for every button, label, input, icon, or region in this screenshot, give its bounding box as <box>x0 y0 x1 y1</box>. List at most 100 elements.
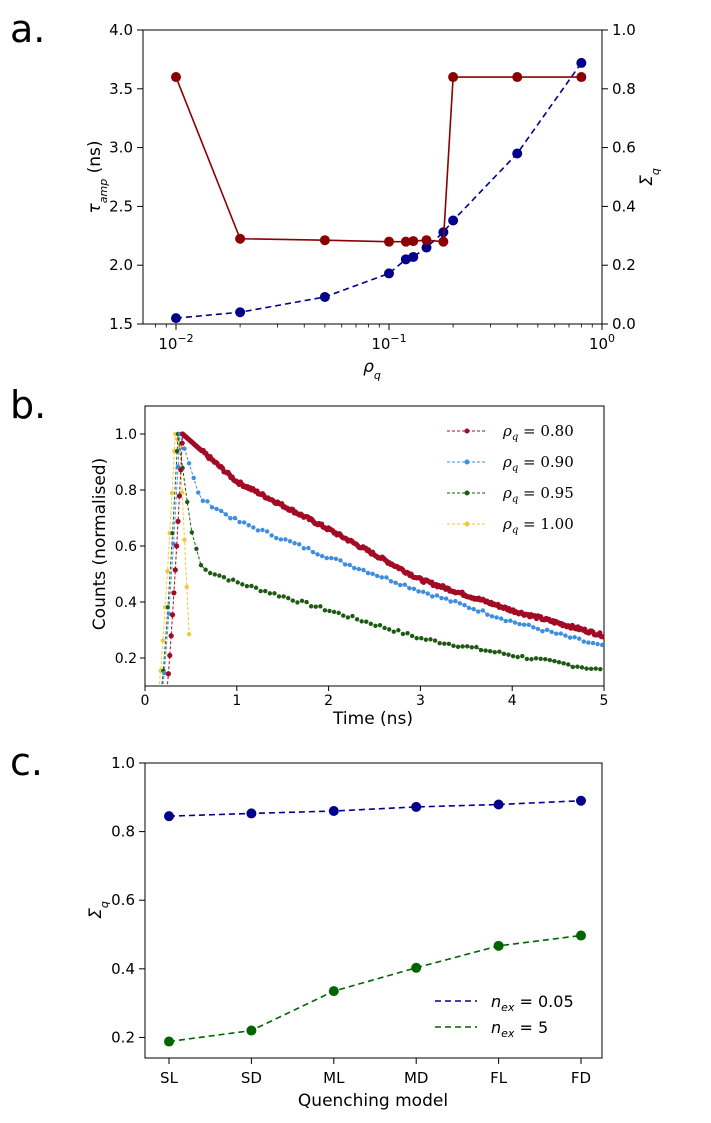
panel-c-xtick-label: MD <box>404 1069 429 1087</box>
panel-b-point-0.95 <box>423 637 429 642</box>
panel-c-point-1 <box>411 962 422 973</box>
panel-b-point-0.90 <box>283 537 288 542</box>
panel-b-point-0.90 <box>361 567 366 573</box>
panel-b-point-0.90 <box>590 640 596 646</box>
panel-b-point-0.95 <box>276 594 282 599</box>
panel-a-point-tau_amp <box>383 268 394 279</box>
panel-b-point-0.90 <box>407 585 412 591</box>
panel-b-point-0.90 <box>162 670 167 676</box>
legend-equals: = 0.95 <box>518 484 574 502</box>
panel-b-point-0.80 <box>601 633 604 640</box>
legend-subscript: ex <box>501 1027 515 1040</box>
panel-b-point-1.00 <box>154 712 158 716</box>
panel-b-series-line-0.95 <box>161 433 601 686</box>
panel-b-point-0.95 <box>386 627 392 632</box>
panel-b-legend-label-1.00: ρq = 1.00 <box>502 515 574 536</box>
legend-symbol: n <box>491 992 501 1011</box>
panel-b-point-0.80 <box>176 493 183 499</box>
panel-b-point-0.95 <box>350 613 355 619</box>
panel-b-point-0.90 <box>264 529 270 534</box>
panel-b-xtick-label: 5 <box>600 693 609 709</box>
panel-a-frame <box>142 29 603 325</box>
panel-b-ytick-label: 0.6 <box>115 539 137 555</box>
panel-a-point-tau_amp <box>576 57 587 68</box>
panel-c-legend-label-1: nex = 5 <box>491 1018 548 1040</box>
panel-b-point-0.80 <box>178 467 184 473</box>
panel-a-xtick-label: 100 <box>589 332 615 353</box>
panel-c-xtick-label: ML <box>323 1069 345 1087</box>
panel-b-point-0.95 <box>304 599 309 605</box>
panel-b-point-0.90 <box>306 545 311 551</box>
panel-b-point-0.95 <box>313 604 318 609</box>
panel-b-point-0.90 <box>356 566 362 572</box>
panel-b-point-0.95 <box>327 608 332 614</box>
panel-b-point-0.90 <box>508 618 513 623</box>
panel-b-point-0.80 <box>163 702 168 707</box>
panel-b-point-0.90 <box>544 627 550 633</box>
panel-c-point-0 <box>328 806 339 817</box>
panel-b-point-0.90 <box>434 593 440 598</box>
panel-a-yleft-tick-label: 2.5 <box>109 197 133 215</box>
panel-b-point-0.80 <box>164 688 169 693</box>
panel-b-legend-label-0.90: ρq = 0.90 <box>502 453 574 474</box>
panel-a-point-sigma_q <box>400 236 411 247</box>
panel-b-point-0.95 <box>492 650 497 655</box>
tick-exponent: 0 <box>608 332 615 345</box>
panel-b-point-0.95 <box>364 619 369 624</box>
panel-b-point-0.90 <box>205 499 210 504</box>
panel-b-point-0.80 <box>162 711 167 716</box>
panel-b-point-0.90 <box>485 612 490 617</box>
panel-b-ytick-label: 0.2 <box>115 651 137 667</box>
panel-b-point-0.90 <box>572 634 577 640</box>
panel-b-point-0.95 <box>437 640 442 646</box>
panel-b-legend-marker-1.00 <box>464 521 470 527</box>
panel-c-point-0 <box>411 801 422 812</box>
panel-b-point-0.95 <box>157 712 161 716</box>
panel-b-point-0.80 <box>165 671 172 677</box>
panel-a-point-tau_amp <box>421 242 432 253</box>
panel-a-yright-tick-label: 0.8 <box>612 80 636 98</box>
panel-b-point-0.95 <box>235 580 240 585</box>
panel-b-point-0.95 <box>258 588 263 594</box>
panel-b-point-0.90 <box>379 575 385 580</box>
panel-c-point-0 <box>576 795 586 806</box>
panel-b-point-0.90 <box>471 606 476 612</box>
panel-b-point-0.95 <box>263 588 268 594</box>
panel-b-point-0.95 <box>336 610 341 616</box>
panel-c-xlabel: Quenching model <box>298 1091 448 1111</box>
panel-b-point-0.95 <box>226 578 231 583</box>
panel-c-point-1 <box>576 930 586 941</box>
panel-b-point-0.95 <box>396 628 401 633</box>
panel-b-point-0.95 <box>295 600 300 605</box>
panel-a-ylabel-left: τamp (ns) <box>85 140 110 213</box>
panel-b-point-0.95 <box>497 649 502 654</box>
panel-b-point-0.95 <box>240 582 245 587</box>
panel-b-point-0.90 <box>430 594 435 599</box>
panel-b-point-0.90 <box>411 586 417 591</box>
panel-b-point-0.90 <box>517 621 522 627</box>
tick-base: 10 <box>371 335 390 353</box>
panel-b-point-1.00 <box>184 584 189 590</box>
panel-b-point-0.90 <box>338 558 343 563</box>
panel-b-point-0.90 <box>352 565 357 571</box>
panel-b-point-0.95 <box>244 584 250 589</box>
panel-b-point-0.95 <box>487 648 493 654</box>
panel-b-point-0.95 <box>575 664 580 669</box>
panel-b-point-0.90 <box>347 562 352 568</box>
panel-b-point-0.95 <box>217 573 222 578</box>
panel-a-point-sigma_q <box>383 236 394 247</box>
panel-b-point-0.95 <box>174 449 180 454</box>
panel-b-point-1.00 <box>160 638 166 643</box>
panel-b-point-0.95 <box>290 598 295 603</box>
panel-b-point-0.95 <box>308 604 314 609</box>
panel-b-point-1.00 <box>186 632 192 637</box>
panel-b-legend-label-0.80: ρq = 0.80 <box>502 422 574 443</box>
panel-b-point-0.95 <box>281 594 286 599</box>
panel-a-yleft-tick-label: 4.0 <box>109 21 133 39</box>
legend-symbol: ρ <box>502 515 512 533</box>
panel-a-point-sigma_q <box>448 72 459 83</box>
panel-b-point-0.90 <box>255 528 261 533</box>
panel-b-point-0.90 <box>439 595 444 601</box>
panel-b-xtick-label: 4 <box>508 693 517 709</box>
panel-b-point-0.95 <box>442 641 447 646</box>
